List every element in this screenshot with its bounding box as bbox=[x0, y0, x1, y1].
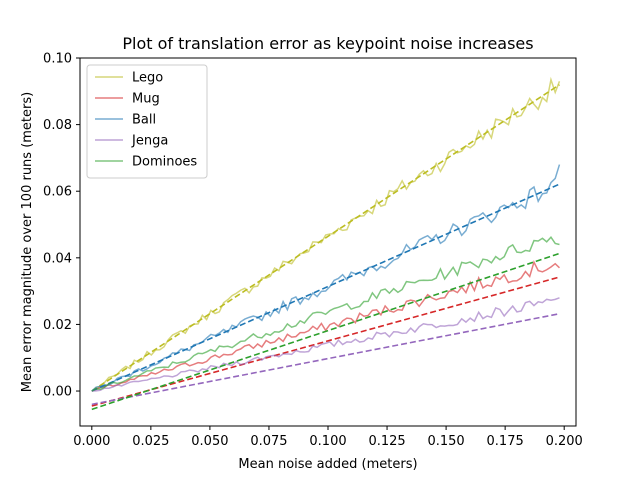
x-tick-label: 0.075 bbox=[250, 434, 287, 449]
x-axis: 0.000 0.025 0.050 0.075 0.100 0.125 0.150 0.175… bbox=[73, 426, 583, 449]
y-tick-label: 0.08 bbox=[43, 118, 72, 133]
x-tick-label: 0.175 bbox=[487, 434, 524, 449]
fit-line-jenga bbox=[91, 312, 560, 406]
series-line-dominoes bbox=[91, 236, 560, 392]
x-tick-label: 0.025 bbox=[132, 434, 169, 449]
x-tick-label: 0.050 bbox=[191, 434, 228, 449]
plot-area bbox=[91, 76, 561, 411]
y-axis-label: Mean error magnitude over 100 runs (mete… bbox=[20, 92, 35, 392]
x-tick-label: 0.200 bbox=[546, 434, 583, 449]
chart-title: Plot of translation error as keypoint no… bbox=[122, 34, 533, 53]
x-tick-label: 0.100 bbox=[309, 434, 346, 449]
fit-line-lego bbox=[91, 84, 560, 392]
series-line-jenga bbox=[91, 297, 560, 392]
legend-label-dominoes: Dominoes bbox=[132, 155, 197, 170]
fit-line-dominoes bbox=[91, 252, 560, 411]
legend: Lego Mug Ball Jenga Dominoes bbox=[86, 64, 208, 179]
y-tick-label: 0.00 bbox=[43, 385, 72, 400]
legend-box bbox=[86, 64, 208, 179]
legend-label-mug: Mug bbox=[132, 92, 160, 107]
series-line-mug bbox=[91, 260, 560, 392]
legend-label-jenga: Jenga bbox=[131, 134, 168, 149]
y-tick-label: 0.04 bbox=[43, 251, 72, 266]
x-tick-label: 0.000 bbox=[73, 434, 110, 449]
fit-line-ball bbox=[91, 183, 560, 392]
y-tick-label: 0.10 bbox=[43, 52, 72, 67]
y-tick-label: 0.02 bbox=[43, 318, 72, 333]
y-axis: 0.00 0.02 0.04 0.06 0.08 0.10 bbox=[43, 52, 80, 400]
series-line-ball bbox=[91, 164, 561, 392]
y-tick-label: 0.06 bbox=[43, 185, 72, 200]
x-tick-label: 0.125 bbox=[368, 434, 405, 449]
x-axis-label: Mean noise added (meters) bbox=[238, 457, 417, 472]
x-tick-label: 0.150 bbox=[427, 434, 464, 449]
legend-label-ball: Ball bbox=[132, 113, 156, 128]
series-line-lego bbox=[91, 76, 561, 392]
legend-label-lego: Lego bbox=[132, 71, 163, 86]
